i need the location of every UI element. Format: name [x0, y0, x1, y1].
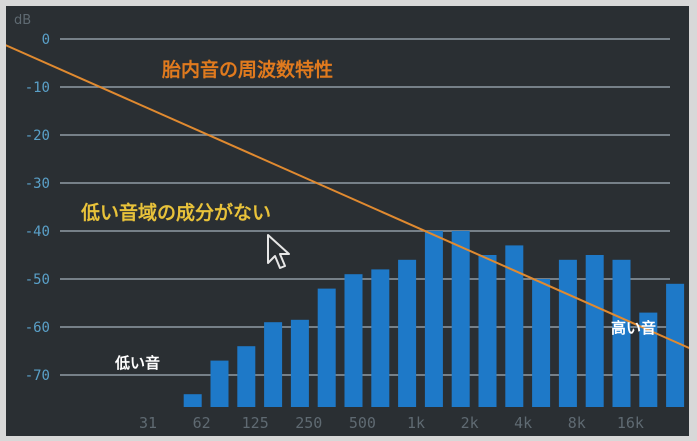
x-tick-label: 16k	[617, 414, 644, 432]
high-sound-label: 高い音	[611, 319, 656, 337]
bars	[183, 231, 685, 407]
bar	[290, 319, 309, 407]
bar	[264, 322, 283, 407]
bar	[639, 312, 658, 407]
x-tick-label: 1k	[407, 414, 425, 432]
x-tick-label: 62	[193, 414, 211, 432]
bar	[398, 259, 417, 407]
x-tick-label: 500	[349, 414, 376, 432]
bar	[210, 360, 229, 407]
bar	[371, 269, 390, 407]
y-tick-label: 0	[42, 32, 50, 48]
no-low-annotation: 低い音域の成分がない	[80, 201, 271, 224]
y-axis: 0 -10 -20 -30 -40 -50 -60 -70	[25, 32, 50, 384]
x-tick-label: 8k	[568, 414, 586, 432]
y-unit-label: dB	[14, 13, 31, 28]
frequency-chart: 0 -10 -20 -30 -40 -50 -60 -70 31 62 125 250 500 1k 2k…	[6, 13, 689, 432]
x-tick-label: 250	[295, 414, 322, 432]
x-tick-label: 4k	[514, 414, 532, 432]
x-tick-label: 2k	[461, 414, 479, 432]
bar	[612, 259, 631, 407]
chart-title-annotation: 胎内音の周波数特性	[162, 58, 333, 81]
y-tick-label: -50	[25, 272, 50, 288]
bar	[451, 231, 470, 407]
spectrum-window: 0 -10 -20 -30 -40 -50 -60 -70 31 62 125 250 500 1k 2k…	[6, 6, 689, 436]
y-tick-label: -10	[25, 80, 50, 96]
y-tick-label: -70	[25, 368, 50, 384]
bar	[344, 274, 363, 407]
y-tick-label: -60	[25, 320, 50, 336]
bar	[532, 279, 551, 407]
bar	[666, 283, 685, 407]
low-sound-label: 低い音	[114, 354, 160, 372]
bar	[505, 245, 524, 407]
x-tick-label: 31	[139, 414, 157, 432]
bar	[317, 288, 336, 407]
y-tick-label: -40	[25, 224, 50, 240]
bar	[478, 255, 497, 407]
bar	[585, 255, 604, 407]
trend-line	[6, 44, 689, 350]
bar	[424, 231, 443, 407]
y-tick-label: -20	[25, 128, 50, 144]
y-tick-label: -30	[25, 176, 50, 192]
bar	[558, 259, 577, 407]
mouse-cursor-icon	[267, 234, 290, 269]
x-axis: 31 62 125 250 500 1k 2k 4k 8k 16k	[139, 414, 644, 432]
bar	[237, 346, 256, 407]
grid-lines	[60, 38, 670, 376]
x-tick-label: 125	[242, 414, 269, 432]
bar	[183, 394, 202, 407]
